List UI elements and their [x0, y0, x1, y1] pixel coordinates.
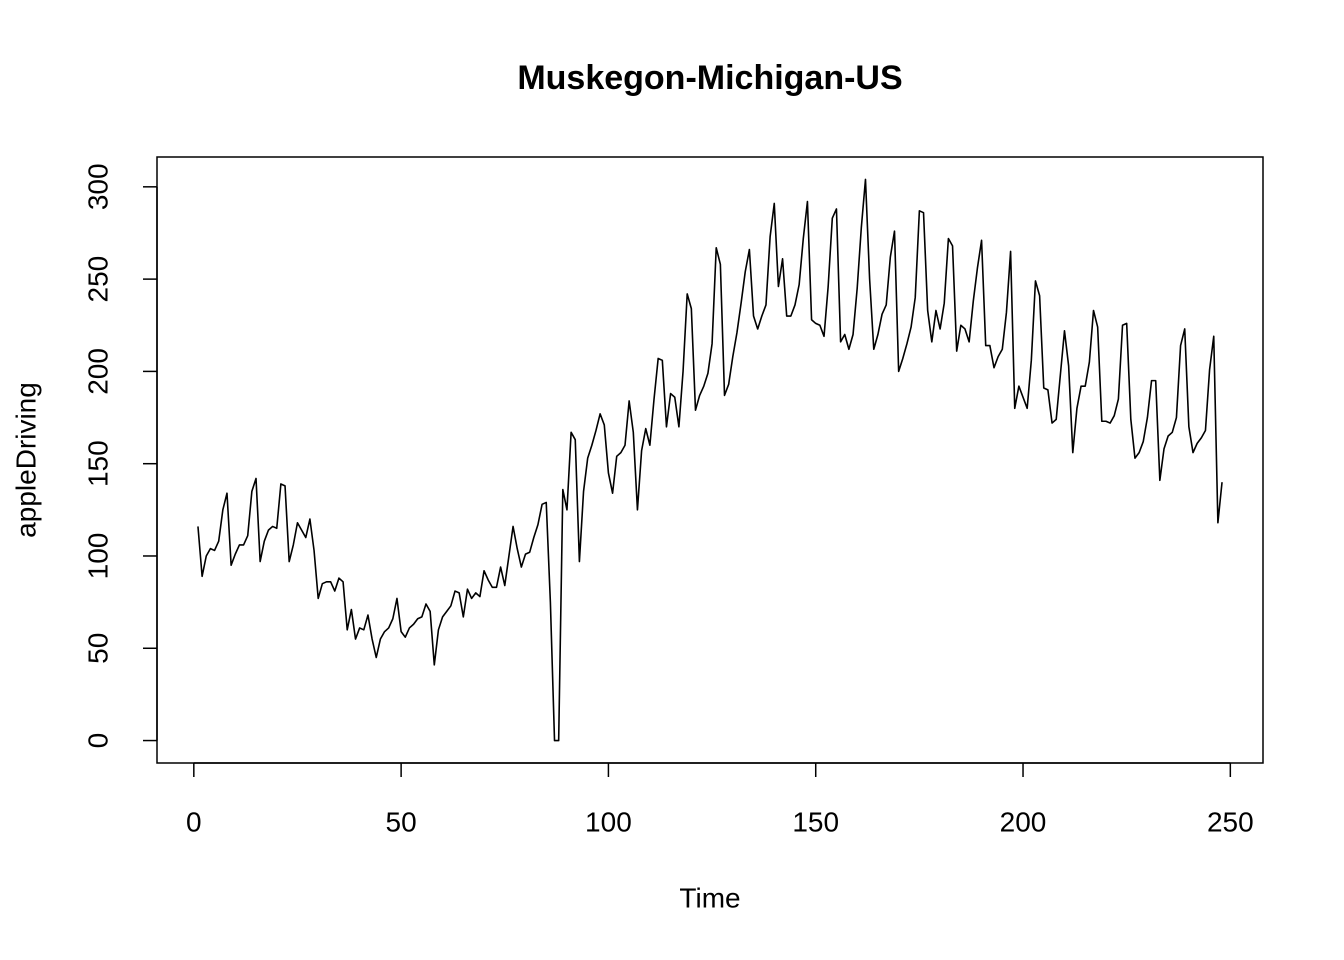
plot-frame [156, 156, 1264, 764]
x-tick-label: 150 [792, 806, 839, 837]
y-axis-label: appleDriving [10, 382, 41, 538]
chart-title: Muskegon-Michigan-US [517, 59, 902, 97]
x-tick-label: 50 [386, 806, 417, 837]
y-tick-label: 300 [82, 163, 113, 210]
y-tick-label: 0 [82, 733, 113, 749]
x-tick-label: 0 [186, 806, 202, 837]
x-tick-label: 100 [585, 806, 632, 837]
y-tick-label: 100 [82, 533, 113, 580]
y-tick-label: 250 [82, 256, 113, 303]
data-line [197, 178, 1223, 742]
y-tick-label: 50 [82, 633, 113, 664]
x-tick-label: 200 [1000, 806, 1047, 837]
x-axis-label: Time [679, 882, 740, 913]
y-tick-label: 150 [82, 440, 113, 487]
x-tick-label: 250 [1207, 806, 1254, 837]
y-tick-label: 200 [82, 348, 113, 395]
